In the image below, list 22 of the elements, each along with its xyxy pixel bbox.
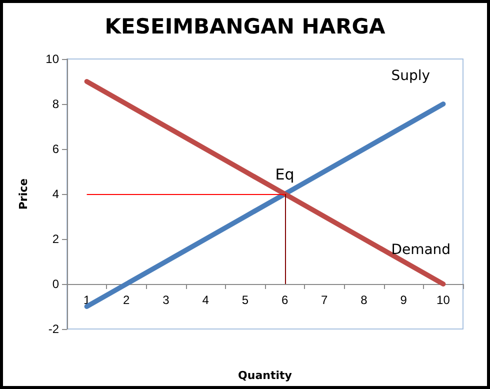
x-tick-label: 8 <box>360 293 368 307</box>
chart-title: KESEIMBANGAN HARGA <box>104 14 386 38</box>
y-tick-label: 0 <box>52 277 60 291</box>
series-label: Suply <box>391 68 430 84</box>
x-tick-label: 2 <box>123 293 130 307</box>
y-tick-label: 10 <box>46 52 60 66</box>
annotation: Eq <box>275 166 294 184</box>
y-tick-label: 8 <box>52 97 60 111</box>
x-tick-label: 10 <box>436 293 450 307</box>
x-tick-label: 7 <box>321 293 328 307</box>
x-tick-label: 4 <box>202 293 210 307</box>
x-tick-label: 3 <box>162 293 170 307</box>
series-label: Demand <box>391 242 451 258</box>
x-tick-label: 6 <box>281 293 288 307</box>
y-tick-label: 6 <box>52 142 60 156</box>
y-tick-label: -2 <box>48 322 60 336</box>
y-tick-label: 4 <box>52 187 60 201</box>
y-tick-label: 2 <box>52 232 60 246</box>
y-axis-title: Price <box>17 178 30 210</box>
x-tick-label: 5 <box>242 293 249 307</box>
x-tick-label: 9 <box>400 293 408 307</box>
x-axis-title: Quantity <box>238 369 292 382</box>
